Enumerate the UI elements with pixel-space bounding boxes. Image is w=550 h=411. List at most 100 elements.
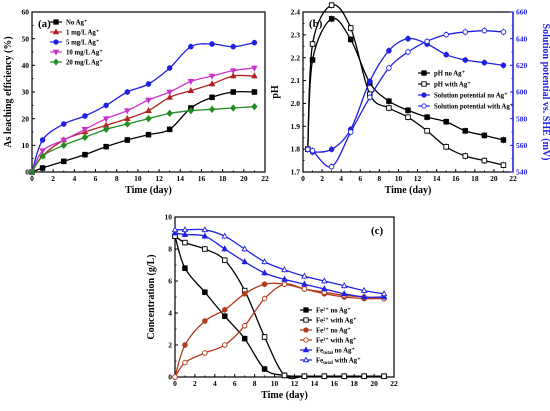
data-point [241,323,248,329]
data-point [81,133,89,142]
legend-marker [53,39,59,45]
y-tick-label: 2.1 [291,76,301,85]
legend-entry: Solution potential with Ag⁺ [434,103,514,110]
data-point [61,121,67,127]
data-point [261,295,268,302]
legend-marker [52,28,60,35]
x-tick-label: 12 [291,379,299,388]
series-3 [28,65,258,176]
data-point [187,79,195,86]
data-point [39,148,46,155]
legend: pH no Ag⁺ pH with Ag⁺ Solution potential n… [418,70,514,110]
y-tick-label: 2.2 [291,53,301,62]
data-point [251,65,258,72]
data-point [340,282,348,289]
data-point [347,36,354,43]
data-point [281,266,288,273]
data-point [124,114,131,121]
legend-entry: 5 mg/L Ag⁺ [66,39,100,46]
x-tick-label: 0 [173,379,177,388]
data-point [209,41,215,47]
data-point [241,291,248,297]
data-point [181,230,189,237]
x-tick-label: 14 [311,379,319,388]
data-point [281,281,288,287]
x-tick-label: 22 [390,379,398,388]
x-tick-label: 18 [350,379,358,388]
x-tick-label: 14 [177,174,185,183]
data-point [367,78,373,85]
data-point [462,57,469,63]
chart-panel-c: 0 2 4 6 8 10 12 14 16 18 20 22 0 2 4 6 8 10 Time (day) Conc… [146,213,398,401]
y-tick-label: 1.9 [291,122,301,131]
data-point [124,137,131,143]
data-point [321,285,328,292]
data-point [188,43,194,50]
x-tick-label: 8 [377,174,381,183]
legend-entry: Solution potential no Ag⁺ [434,92,508,99]
data-point [202,318,208,324]
data-point [124,120,131,128]
y-tick-label: 60 [22,8,30,17]
y-tick-label: 1.8 [291,145,301,154]
data-point [241,245,248,252]
data-point [222,257,228,263]
data-point [103,125,110,134]
data-point [187,106,194,115]
chart-panel-a: 0 2 4 6 8 10 12 14 16 18 20 22 0 10 20 30 40 50 60 Time (da… [3,8,269,196]
data-point [39,165,46,171]
data-point [500,29,507,35]
x-tick-label: 14 [433,174,441,183]
y-tick-label: 2.3 [291,30,301,39]
data-point [347,129,354,135]
y2-tick-label: 580 [516,114,528,123]
data-point [281,372,288,379]
data-point [145,81,152,87]
data-point [28,168,36,176]
data-point [301,272,308,279]
legend-marker [303,317,309,323]
x-tick-label: 10 [395,174,403,183]
legend-entry: Fe²⁺ no Ag⁺ [316,307,351,314]
data-point [328,16,335,22]
legend: No Ag⁺ 1 mg/L Ag⁺ 5 mg/L Ag⁺ 10 mg/L Ag⁺ 20 … [50,19,103,66]
data-point [209,94,215,101]
data-point [145,106,152,113]
data-point [361,373,367,379]
panel-label: (c) [371,225,384,237]
data-point [309,41,316,47]
data-point [301,373,308,379]
x-tick-label: 4 [213,379,217,388]
x-tick-label: 22 [261,174,269,183]
data-point [182,239,188,246]
y-tick-label: 6 [168,277,172,286]
y-tick-label: 2.4 [291,8,301,17]
data-point [241,335,248,342]
data-point [424,38,430,45]
data-point [229,72,237,79]
data-point [305,146,311,153]
data-point [328,2,335,8]
x-tick-label: 4 [72,174,76,183]
x-tick-label: 20 [240,174,248,183]
data-point [462,153,469,159]
data-point [443,51,449,58]
data-point [261,366,268,372]
x-tick-label: 2 [51,174,55,183]
series-0 [305,15,507,153]
data-point [261,258,268,265]
data-point [500,62,507,69]
y-tick-label: 1.7 [291,168,301,177]
data-point [39,152,46,160]
y-axis-title: pH [270,85,281,99]
x-tick-label: 8 [115,174,119,183]
y-tick-label: 50 [22,34,30,43]
legend-marker [421,70,427,76]
data-point [251,72,258,79]
legend-entry: Fe²⁺ with Ag⁺ [316,317,357,324]
y-tick-label: 2.0 [291,99,301,108]
data-point [367,94,373,101]
data-point [241,258,248,265]
data-point [462,29,469,35]
series-3 [305,27,507,171]
